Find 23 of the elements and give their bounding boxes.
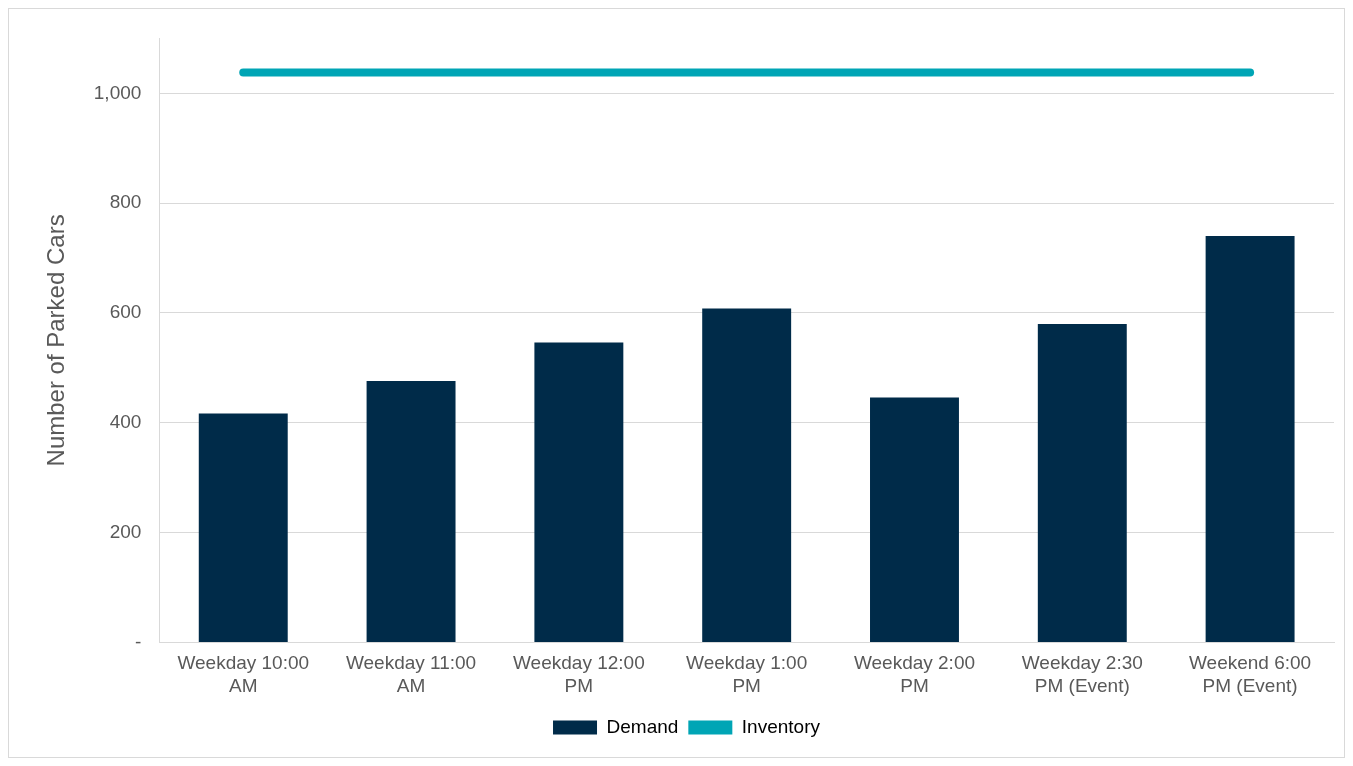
y-tick-label: 600: [109, 301, 142, 323]
x-tick-label: Weekday 2:30 PM (Event): [1021, 652, 1143, 696]
bar: [366, 381, 456, 642]
y-tick-label: 800: [109, 191, 142, 213]
legend-label: Demand: [606, 715, 679, 737]
x-tick-label: Weekday 10:00 AM: [177, 652, 310, 696]
bar: [1205, 236, 1295, 642]
bar: [702, 308, 792, 642]
x-tick-label: Weekday 11:00 AM: [345, 652, 477, 696]
legend-label: Inventory: [741, 715, 821, 737]
y-tick-label: 200: [109, 520, 142, 542]
bar: [1037, 323, 1127, 642]
x-tick-label: Weekday 2:00 PM: [853, 652, 976, 696]
bar: [534, 342, 624, 642]
x-tick-label: Weekday 1:00 PM: [686, 652, 808, 696]
bar: [198, 413, 288, 642]
y-tick-label: 400: [109, 411, 142, 432]
x-tick-label: Weekend 6:00 PM (Event): [1189, 652, 1312, 696]
y-tick-label: -: [135, 630, 142, 652]
x-tick-label: Weekday 12:00 PM: [513, 652, 645, 696]
y-tick-label: 1,000: [93, 81, 142, 103]
bar: [870, 397, 959, 642]
y-axis-title: Number of Parked Cars: [42, 214, 70, 467]
